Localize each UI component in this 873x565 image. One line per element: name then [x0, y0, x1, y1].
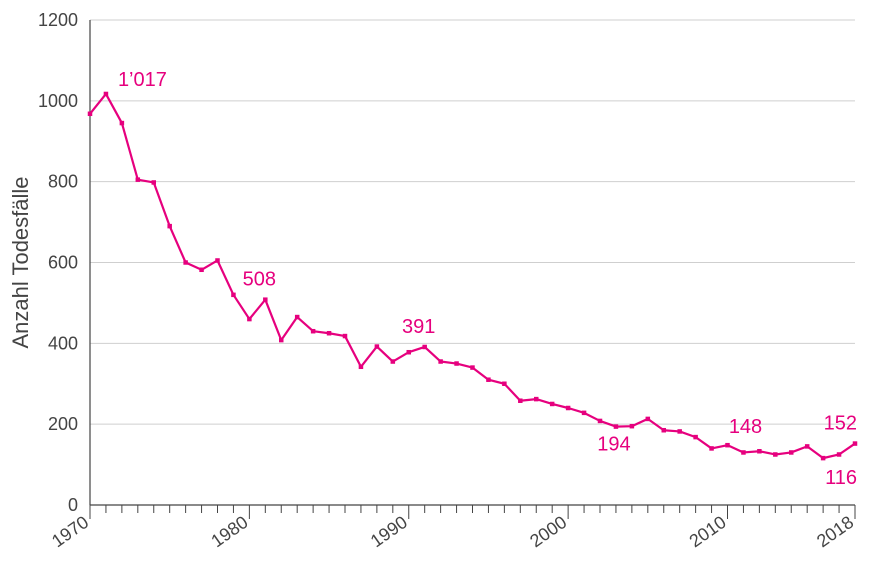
data-marker: [693, 435, 698, 440]
data-marker: [821, 456, 826, 461]
line-chart: 0200400600800100012001970198019902000201…: [0, 0, 873, 565]
data-marker: [359, 365, 364, 370]
data-annotation: 508: [243, 269, 276, 291]
data-marker: [534, 397, 539, 402]
data-annotation: 1’017: [118, 69, 167, 91]
data-marker: [247, 317, 252, 322]
data-marker: [120, 121, 125, 126]
data-annotation: 148: [729, 416, 762, 438]
data-marker: [853, 441, 858, 446]
y-tick-label: 0: [68, 495, 78, 515]
data-marker: [88, 112, 93, 117]
data-marker: [263, 297, 268, 302]
y-tick-label: 400: [48, 333, 78, 353]
data-marker: [646, 417, 651, 422]
data-marker: [550, 402, 555, 407]
data-marker: [741, 450, 746, 455]
y-axis-label: Anzahl Todesfälle: [8, 176, 33, 348]
data-marker: [279, 338, 284, 343]
data-annotation: 391: [402, 316, 435, 338]
data-marker: [805, 444, 810, 449]
data-marker: [104, 92, 109, 97]
data-marker: [343, 334, 348, 339]
data-marker: [183, 260, 188, 265]
data-marker: [152, 180, 157, 185]
data-marker: [454, 361, 459, 366]
data-marker: [422, 345, 427, 350]
data-marker: [598, 419, 603, 424]
data-marker: [566, 406, 571, 411]
data-marker: [773, 452, 778, 457]
data-marker: [375, 344, 380, 349]
data-marker: [518, 398, 523, 403]
data-marker: [327, 331, 332, 336]
data-marker: [199, 268, 204, 273]
data-marker: [662, 428, 667, 433]
data-annotation: 152: [824, 413, 857, 435]
data-annotation: 194: [597, 434, 630, 456]
y-tick-label: 1200: [38, 10, 78, 30]
data-marker: [757, 449, 762, 454]
data-marker: [789, 450, 794, 455]
data-marker: [677, 429, 682, 434]
data-marker: [502, 382, 507, 387]
data-marker: [215, 258, 220, 263]
y-tick-label: 1000: [38, 91, 78, 111]
y-tick-label: 600: [48, 253, 78, 273]
data-marker: [231, 293, 236, 298]
data-marker: [837, 452, 842, 457]
data-marker: [311, 329, 316, 334]
data-marker: [486, 377, 491, 382]
data-marker: [136, 177, 141, 182]
data-marker: [630, 424, 635, 429]
y-tick-label: 800: [48, 172, 78, 192]
data-annotation: 116: [825, 467, 857, 489]
data-marker: [709, 446, 714, 451]
data-marker: [582, 411, 587, 416]
y-tick-label: 200: [48, 414, 78, 434]
data-marker: [167, 224, 172, 229]
data-marker: [391, 359, 396, 364]
data-marker: [614, 424, 619, 429]
data-marker: [725, 443, 730, 448]
data-marker: [295, 315, 300, 320]
data-marker: [470, 365, 475, 370]
data-marker: [438, 359, 443, 364]
data-marker: [407, 350, 412, 355]
